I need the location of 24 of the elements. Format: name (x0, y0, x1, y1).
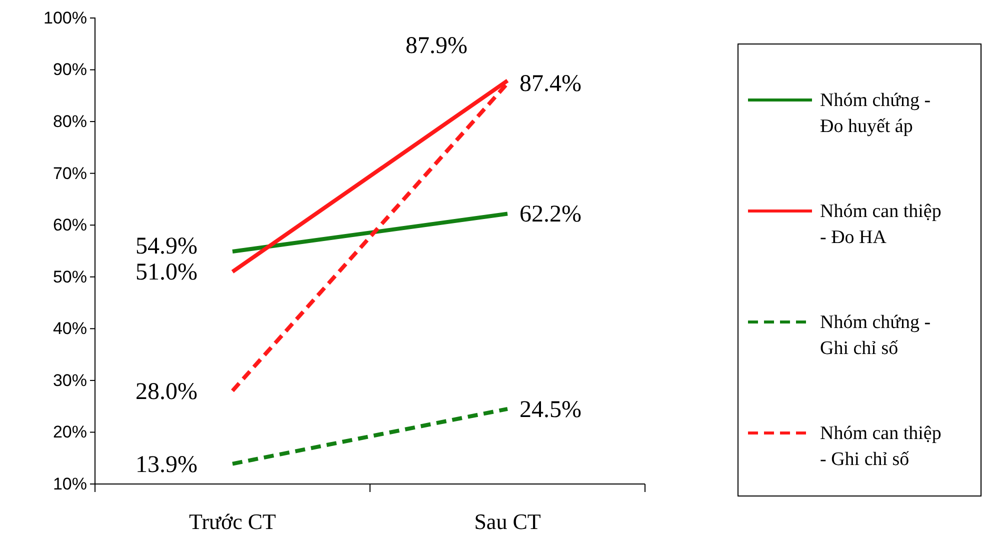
data-label: 54.9% (136, 234, 198, 260)
y-tick-label: 50% (52, 267, 87, 286)
data-label: 62.2% (520, 202, 582, 228)
y-tick-label: 100% (44, 8, 87, 28)
x-tick-label: Sau CT (474, 508, 542, 534)
y-tick-label: 60% (52, 216, 87, 235)
legend-label: Nhóm chứng - Đo huyết áp (820, 90, 931, 137)
data-label: 24.5% (520, 396, 582, 423)
y-tick-label: 20% (52, 422, 87, 442)
y-tick-label: 90% (52, 60, 87, 80)
data-label: 28.0% (136, 378, 198, 405)
data-label: 87.9% (406, 33, 468, 60)
y-tick-label: 70% (52, 164, 87, 183)
legend-label: Nhóm chứng - Ghi chỉ số (820, 312, 931, 359)
data-label: 51.0% (136, 260, 198, 286)
data-label: 13.9% (136, 452, 198, 478)
x-tick-label: Trước CT (189, 508, 277, 534)
legend-label: Nhóm can thiệp - Ghi chỉ số (820, 423, 942, 470)
y-tick-label: 80% (52, 112, 87, 131)
y-tick-label: 30% (52, 370, 87, 390)
y-tick-label: 10% (52, 474, 87, 494)
data-label: 87.4% (520, 71, 582, 98)
legend-label: Nhóm can thiệp - Đo HA (820, 201, 942, 248)
y-tick-label: 40% (52, 319, 87, 338)
